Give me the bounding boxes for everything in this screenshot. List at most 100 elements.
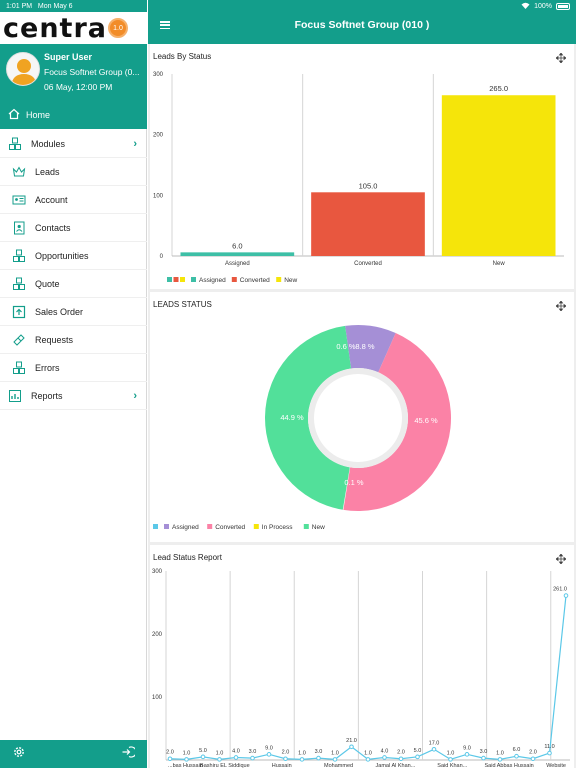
data-point: [167, 756, 173, 762]
data-label: 1.0: [216, 750, 224, 756]
data-point: [464, 752, 470, 757]
sidebar-item-label: Opportunities: [35, 250, 89, 261]
legend-label: Converted: [240, 277, 270, 284]
data-label: 1.0: [298, 750, 306, 756]
bar-value-label: 105.0: [359, 181, 378, 190]
data-label: 2.0: [282, 750, 290, 756]
sidebar-item-sales-order[interactable]: Sales Order: [0, 298, 147, 326]
legend-swatch: [173, 277, 179, 282]
status-date: Mon May 6: [37, 2, 73, 10]
donut-hole: [314, 374, 402, 462]
slice-label: 0.1 %: [344, 478, 364, 487]
sidebar-item-errors[interactable]: Errors: [0, 354, 147, 382]
data-point: [398, 756, 404, 762]
legend-label: Assigned: [199, 277, 226, 284]
sidebar-item-label: Modules: [31, 138, 66, 149]
cubes-icon: [12, 361, 26, 375]
legend-swatch: [180, 277, 185, 282]
move-icon[interactable]: [555, 298, 567, 312]
card-title: LEADS STATUS: [153, 300, 212, 309]
chevron-right-icon: ›: [133, 138, 137, 150]
logout-icon[interactable]: [121, 745, 137, 764]
logo-text: centra: [3, 12, 107, 44]
status-left: 1:01 PM Mon May 6: [6, 3, 73, 10]
cubes-icon: [12, 277, 26, 291]
slice-label: 44.9 %: [280, 413, 304, 422]
lead-status-report-card: Lead Status Report 100 200 300 2.0 1.0 5.0 1.0…: [150, 545, 574, 768]
data-point: [316, 755, 321, 761]
sidebar-item-quote[interactable]: Quote: [0, 270, 147, 298]
data-point: [431, 746, 437, 752]
report-icon: [8, 389, 22, 403]
cubes-icon: [8, 137, 22, 151]
cubes-icon: [12, 249, 26, 263]
sidebar-item-account[interactable]: Account: [0, 186, 147, 214]
move-icon[interactable]: [555, 50, 567, 64]
sidebar-item-home[interactable]: Home: [0, 101, 147, 129]
legend-swatch: [191, 277, 196, 282]
menu-icon[interactable]: [160, 21, 170, 29]
status-right: 100%: [521, 2, 570, 11]
sidebar-item-label: Leads: [35, 166, 60, 177]
y-tick-label: 200: [153, 133, 164, 139]
slice-label: 0.6 %: [336, 342, 356, 351]
leads-by-status-card: Leads By Status 0 100 200 300 6.0 Assigned 105…: [150, 44, 574, 289]
sidebar-item-label: Requests: [35, 334, 74, 345]
slice-label: 8.8 %: [355, 342, 375, 351]
x-tick-label: ...bas Hussain: [168, 763, 203, 768]
logo-badge: 1.0: [107, 18, 128, 38]
data-point: [332, 757, 338, 762]
legend-label: New: [284, 277, 297, 284]
data-point: [250, 755, 255, 761]
data-label: 3.0: [480, 749, 488, 755]
contact-book-icon: [12, 221, 26, 235]
user-name: Super User: [44, 52, 93, 62]
bar: [441, 95, 556, 256]
page-title: Focus Softnet Group (010 ): [294, 19, 430, 31]
home-icon: [8, 108, 20, 122]
sidebar-item-requests[interactable]: Requests: [0, 326, 147, 354]
legend-label: In Process: [262, 524, 293, 531]
data-label: 5.0: [199, 748, 207, 754]
sidebar-item-modules[interactable]: Modules ›: [0, 130, 147, 158]
sidebar-item-leads[interactable]: Leads: [0, 158, 147, 186]
sidebar-item-label: Home: [26, 110, 51, 120]
donut-slice: [345, 325, 396, 373]
y-tick-label: 0: [160, 254, 164, 260]
card-title: Leads By Status: [153, 52, 212, 61]
sidebar-item-contacts[interactable]: Contacts: [0, 214, 147, 242]
sidebar-item-reports[interactable]: Reports ›: [0, 382, 147, 410]
data-label: 2.0: [166, 750, 174, 756]
y-tick-label: 100: [153, 193, 164, 199]
data-label: 21.0: [346, 738, 357, 744]
data-label: 3.0: [249, 749, 257, 755]
donut-slice: [343, 332, 451, 512]
leads-status-card: LEADS STATUS 0.6 % 8.8 % 45.6 % 0.1 % 44.9 %…: [150, 292, 574, 542]
sidebar-item-label: Account: [35, 194, 68, 205]
sidebar-item-label: Reports: [31, 390, 63, 401]
user-datetime: 06 May, 12:00 PM: [44, 82, 113, 92]
data-point: [266, 752, 272, 757]
x-tick-label: Mohammed: [324, 763, 353, 768]
x-tick-label: New: [493, 261, 506, 267]
data-point: [481, 755, 486, 761]
data-point: [382, 755, 387, 760]
y-tick-label: 200: [152, 632, 163, 638]
legend-swatch: [276, 277, 282, 282]
data-label: 6.0: [513, 747, 521, 753]
app-logo: centra 1.0: [0, 12, 147, 44]
data-label: 9.0: [463, 745, 471, 751]
move-icon[interactable]: [555, 551, 567, 565]
data-point: [547, 750, 552, 756]
x-tick-label: Jamal Al Khan...: [376, 763, 416, 768]
data-point: [217, 757, 222, 762]
wifi-icon: [521, 2, 530, 11]
settings-icon[interactable]: [12, 745, 26, 764]
slice-label: 45.6 %: [414, 416, 438, 425]
sidebar-item-label: Sales Order: [35, 306, 84, 317]
bar-chart: 0 100 200 300 6.0 Assigned 105.0 Converted 265.0…: [153, 72, 564, 284]
sidebar-item-opportunities[interactable]: Opportunities: [0, 242, 147, 270]
x-tick-label: Assigned: [225, 261, 250, 267]
data-point: [365, 757, 371, 762]
avatar[interactable]: [6, 52, 40, 86]
